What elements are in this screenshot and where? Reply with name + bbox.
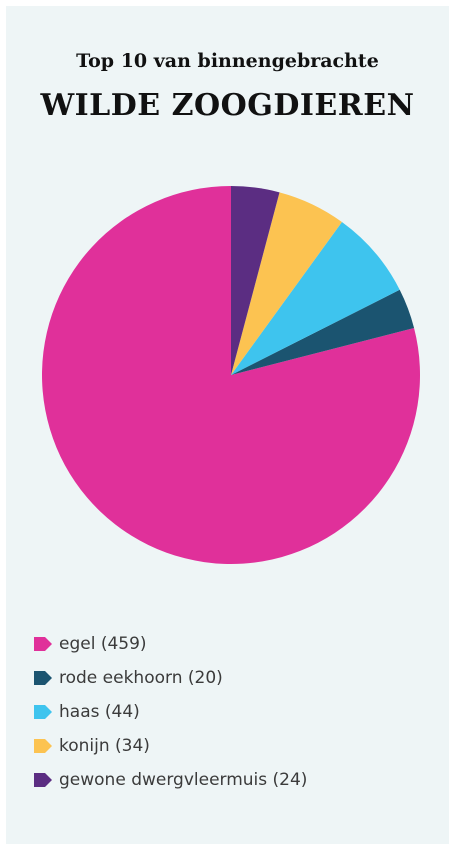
legend-marker-icon bbox=[34, 671, 52, 685]
legend-label: rode eekhoorn (20) bbox=[59, 668, 223, 688]
pie-slice bbox=[231, 186, 280, 375]
legend-item: egel (459) bbox=[34, 627, 307, 661]
legend-item: gewone dwergvleermuis (24) bbox=[34, 763, 307, 797]
legend-label: haas (44) bbox=[59, 702, 140, 722]
legend-item: haas (44) bbox=[34, 695, 307, 729]
legend-item: rode eekhoorn (20) bbox=[34, 661, 307, 695]
legend-label: konijn (34) bbox=[59, 736, 150, 756]
legend-item: konijn (34) bbox=[34, 729, 307, 763]
legend-label: gewone dwergvleermuis (24) bbox=[59, 770, 308, 790]
legend-marker-icon bbox=[34, 637, 52, 651]
pie-slice bbox=[42, 186, 421, 564]
pie-slice bbox=[231, 289, 415, 375]
legend-marker-icon bbox=[34, 705, 52, 719]
chart-legend: egel (459) rode eekhoorn (20) haas (44) … bbox=[34, 627, 307, 797]
legend-marker-icon bbox=[34, 739, 52, 753]
pie-slice bbox=[231, 221, 400, 375]
chart-title: WILDE ZOOGDIEREN bbox=[40, 88, 415, 123]
legend-marker-icon bbox=[34, 773, 52, 787]
legend-label: egel (459) bbox=[59, 634, 147, 654]
pie-slice bbox=[231, 192, 342, 375]
chart-subtitle: Top 10 van binnengebrachte bbox=[76, 50, 379, 72]
